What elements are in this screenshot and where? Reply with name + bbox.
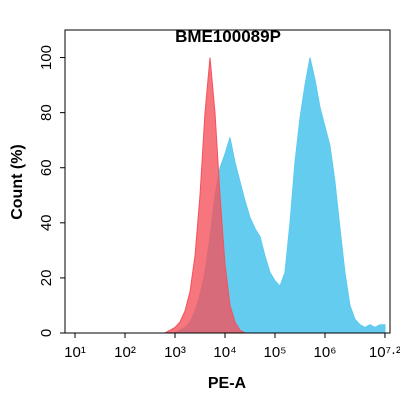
x-tick-label: 10⁷·² [369,344,400,361]
y-tick-label: 0 [38,329,55,337]
x-tick-label: 10¹ [64,344,86,361]
x-tick-label: 10⁴ [213,344,236,361]
y-tick-label: 100 [38,45,55,70]
x-tick-label: 10³ [164,344,186,361]
x-tick-label: 10⁵ [264,344,287,361]
y-tick-label: 40 [38,214,55,231]
x-axis-label: PE-A [208,375,247,392]
y-tick-label: 60 [38,159,55,176]
x-tick-label: 10² [114,344,136,361]
y-axis-label: Count (%) [9,144,26,220]
y-tick-label: 80 [38,104,55,121]
plot-frame [64,29,391,334]
x-tick-label: 10⁶ [314,344,337,361]
y-tick-label: 20 [38,270,55,287]
chart-title: BME100089P [175,27,281,46]
